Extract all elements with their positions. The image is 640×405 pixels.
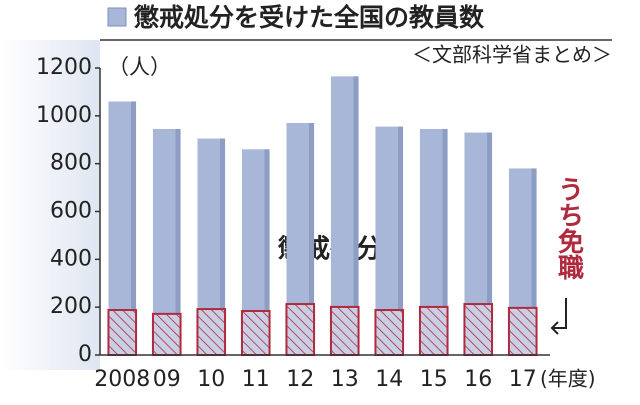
bar xyxy=(329,305,360,356)
bar-shade xyxy=(175,128,181,355)
y-tick-label: 1000 xyxy=(36,103,92,128)
bar xyxy=(285,303,316,356)
bar xyxy=(507,306,538,356)
bar xyxy=(196,308,227,356)
bar xyxy=(240,309,271,357)
bar-shade xyxy=(264,149,270,355)
y-tick-label: 1200 xyxy=(36,55,92,80)
bar xyxy=(418,305,449,356)
bar-shade xyxy=(398,126,404,356)
x-axis-label: (年度) xyxy=(540,367,596,391)
bar-shade xyxy=(487,132,493,355)
bar-shade xyxy=(131,101,137,355)
bar-shade xyxy=(353,76,359,355)
y-axis-label: （人） xyxy=(108,55,171,79)
chart-title: 懲戒処分を受けた全国の教員数 xyxy=(134,3,485,32)
y-tick-label: 200 xyxy=(50,294,92,319)
y-tick-label: 800 xyxy=(50,151,92,176)
x-tick-label: 14 xyxy=(375,367,403,392)
y-tick-label: 400 xyxy=(50,246,92,271)
subtitle: ＜文部科学省まとめ＞ xyxy=(412,43,612,67)
x-tick-label: 17 xyxy=(509,367,537,392)
x-tick-label: 12 xyxy=(286,367,314,392)
x-tick-label: 10 xyxy=(197,367,225,392)
x-tick-label: 13 xyxy=(331,367,359,392)
bar-shade xyxy=(309,123,315,355)
y-tick-label: 0 xyxy=(78,342,92,367)
bar-shade xyxy=(220,138,226,355)
bar xyxy=(374,309,405,356)
y-tick-label: 600 xyxy=(50,199,92,224)
axis-background xyxy=(0,40,100,370)
annotation-arrow xyxy=(550,298,567,335)
x-tick-label: 11 xyxy=(242,367,270,392)
bar xyxy=(463,303,494,356)
x-tick-label: 09 xyxy=(153,367,181,392)
series-annotation: うち免職 xyxy=(554,176,584,280)
x-tick-label: 15 xyxy=(420,367,448,392)
legend-swatch xyxy=(107,7,127,27)
x-tick-label: 2008 xyxy=(94,367,150,392)
bar-shade xyxy=(531,168,537,355)
bar xyxy=(107,309,138,356)
bar-shade xyxy=(442,128,448,355)
x-tick-label: 16 xyxy=(464,367,492,392)
bar xyxy=(151,312,182,357)
